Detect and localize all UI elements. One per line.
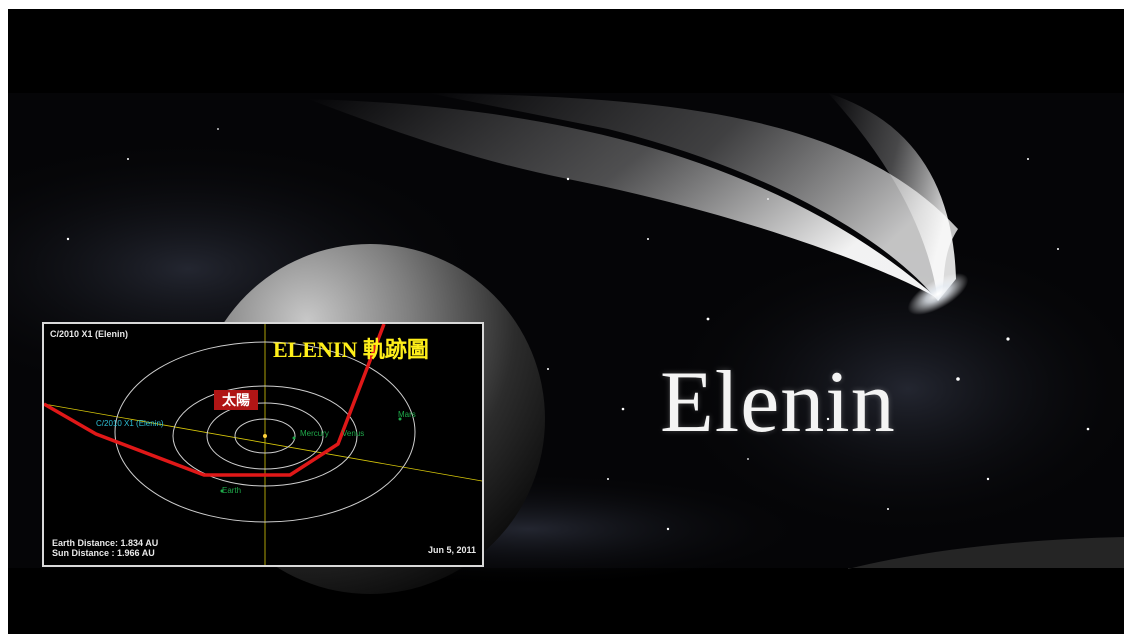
comet-designation: C/2010 X1 (Elenin) bbox=[50, 329, 129, 339]
orbit-diagram: C/2010 X1 (Elenin) ELENIN 軌跡圖 太陽 C/2010 … bbox=[42, 322, 484, 567]
earth-label: Earth bbox=[222, 486, 242, 495]
mercury-label: Mercury bbox=[300, 429, 329, 438]
orbit-chart bbox=[44, 324, 482, 565]
comet-head bbox=[907, 273, 969, 315]
stars bbox=[66, 128, 1090, 531]
orbit-date: Jun 5, 2011 bbox=[428, 545, 477, 555]
sun-label: 太陽 bbox=[214, 390, 258, 410]
sun-distance: Sun Distance : 1.966 AU bbox=[52, 548, 155, 558]
venus-label: Venus bbox=[342, 429, 365, 438]
earth-distance: Earth Distance: 1.834 AU bbox=[52, 538, 159, 548]
mars-label: Mars bbox=[398, 410, 416, 419]
comet-path bbox=[44, 324, 386, 477]
headline: Elenin bbox=[660, 354, 896, 451]
banner-image: Elenin C/2010 X1 (Elenin) ELENIN 軌跡圖 太陽 … bbox=[8, 9, 1124, 634]
orbit-title: ELENIN 軌跡圖 bbox=[273, 337, 429, 362]
comet-path-label: C/2010 X1 (Elenin) bbox=[96, 419, 164, 428]
